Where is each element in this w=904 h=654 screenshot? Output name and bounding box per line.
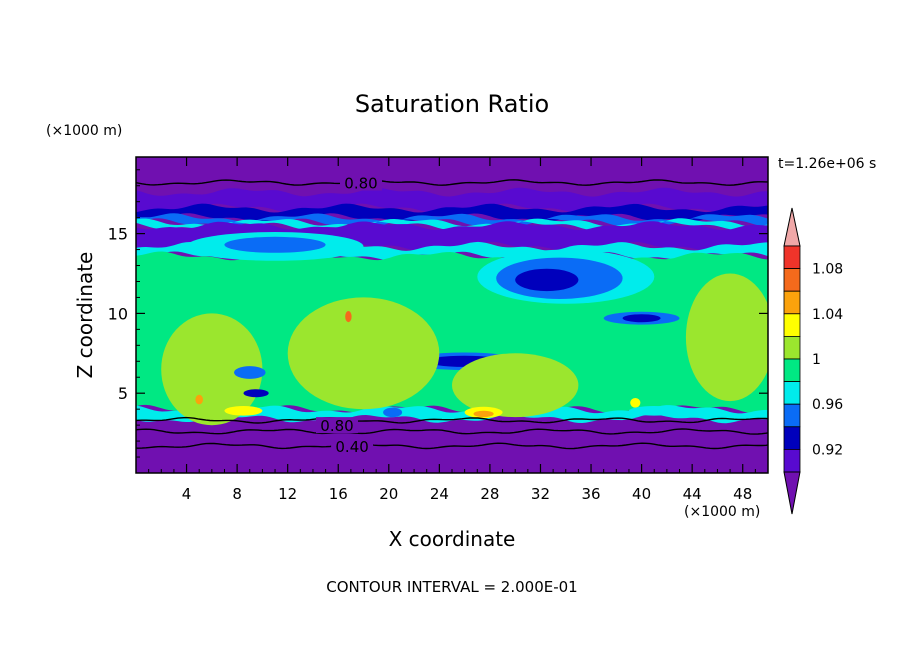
y-axis-title: Z coordinate — [73, 252, 97, 379]
x-tick-label: 12 — [278, 485, 297, 503]
contour-band — [136, 213, 768, 227]
colorbar-tick-label: 1 — [812, 352, 821, 368]
colorbar-swatch — [783, 426, 801, 450]
contour-feature — [630, 398, 641, 408]
contour-interval-note: CONTOUR INTERVAL = 2.000E-01 — [326, 578, 577, 596]
x-tick-label: 24 — [430, 485, 449, 503]
plot-area — [136, 157, 768, 473]
x-tick-label: 16 — [329, 485, 348, 503]
contour-label: 0.40 — [335, 438, 368, 456]
contour-feature — [383, 407, 403, 418]
contour-feature — [224, 236, 326, 253]
x-tick-label: 32 — [531, 485, 550, 503]
contour-label-bg — [340, 174, 382, 191]
x-tick-label: 4 — [182, 485, 192, 503]
contour-line — [136, 179, 768, 186]
time-label: t=1.26e+06 s — [778, 156, 876, 172]
colorbar-tick-label: 1.04 — [812, 307, 843, 323]
x-tick-label: 44 — [683, 485, 702, 503]
x-tick-label: 48 — [733, 485, 752, 503]
x-tick-label: 36 — [581, 485, 600, 503]
colorbar-tick-label: 1.08 — [812, 262, 843, 278]
y-tick-label: 15 — [108, 225, 128, 244]
contour-feature — [287, 297, 440, 410]
colorbar-tick-label: 0.96 — [812, 397, 843, 413]
contour-feature — [628, 406, 680, 416]
colorbar-swatch — [783, 313, 801, 337]
contour-label: 0.80 — [344, 175, 377, 193]
y-axis-ticks: 5 10 15 — [108, 169, 768, 458]
contour-feature — [473, 410, 494, 418]
contour-feature — [685, 273, 768, 402]
colorbar-swatch — [783, 245, 801, 270]
colorbar — [783, 207, 801, 515]
contour-feature — [161, 313, 263, 426]
contour-band — [136, 187, 768, 213]
contour-fill-features — [161, 232, 768, 426]
x-axis-title: X coordinate — [389, 527, 516, 551]
y-unit-label: (×1000 m) — [46, 123, 122, 139]
x-tick-label: 40 — [632, 485, 651, 503]
y-tick-label: 5 — [118, 384, 128, 403]
colorbar-swatch — [783, 290, 801, 315]
contour-feature — [195, 394, 203, 405]
colorbar-swatch — [783, 381, 801, 405]
contour-feature — [243, 389, 269, 398]
contour-feature — [515, 268, 579, 292]
colorbar-swatch — [783, 403, 801, 428]
colorbar-under-triangle — [783, 471, 801, 515]
contour-feature — [234, 366, 266, 379]
contour-label-bg — [316, 417, 358, 434]
contour-feature — [224, 406, 263, 416]
contour-lines — [136, 179, 768, 450]
contour-labels: 0.80 0.80 0.40 — [316, 174, 382, 456]
x-unit-label: (×1000 m) — [684, 504, 760, 520]
colorbar-tick-label: 0.92 — [812, 442, 843, 458]
contour-line — [136, 442, 768, 450]
x-tick-label: 28 — [480, 485, 499, 503]
contour-line — [136, 428, 768, 435]
colorbar-swatch — [783, 358, 801, 383]
colorbar-over-triangle — [783, 207, 801, 247]
contour-label: 0.80 — [320, 417, 353, 435]
colorbar-swatch — [783, 268, 801, 292]
contour-feature — [345, 311, 352, 323]
x-axis-ticks: 4 8 12 16 20 24 28 32 36 40 44 48 — [148, 157, 756, 503]
colorbar-ticks: 1.08 1.04 1 0.96 0.92 — [812, 262, 843, 459]
contour-feature — [622, 314, 661, 323]
contour-feature — [452, 353, 579, 418]
contour-line — [136, 416, 768, 424]
y-tick-label: 10 — [108, 304, 128, 323]
chart-title: Saturation Ratio — [355, 90, 549, 118]
contour-label-bg — [331, 437, 374, 454]
colorbar-swatch — [783, 335, 801, 360]
contour-band — [136, 203, 768, 223]
x-tick-label: 8 — [232, 485, 242, 503]
colorbar-swatch — [783, 448, 801, 473]
x-tick-label: 20 — [379, 485, 398, 503]
